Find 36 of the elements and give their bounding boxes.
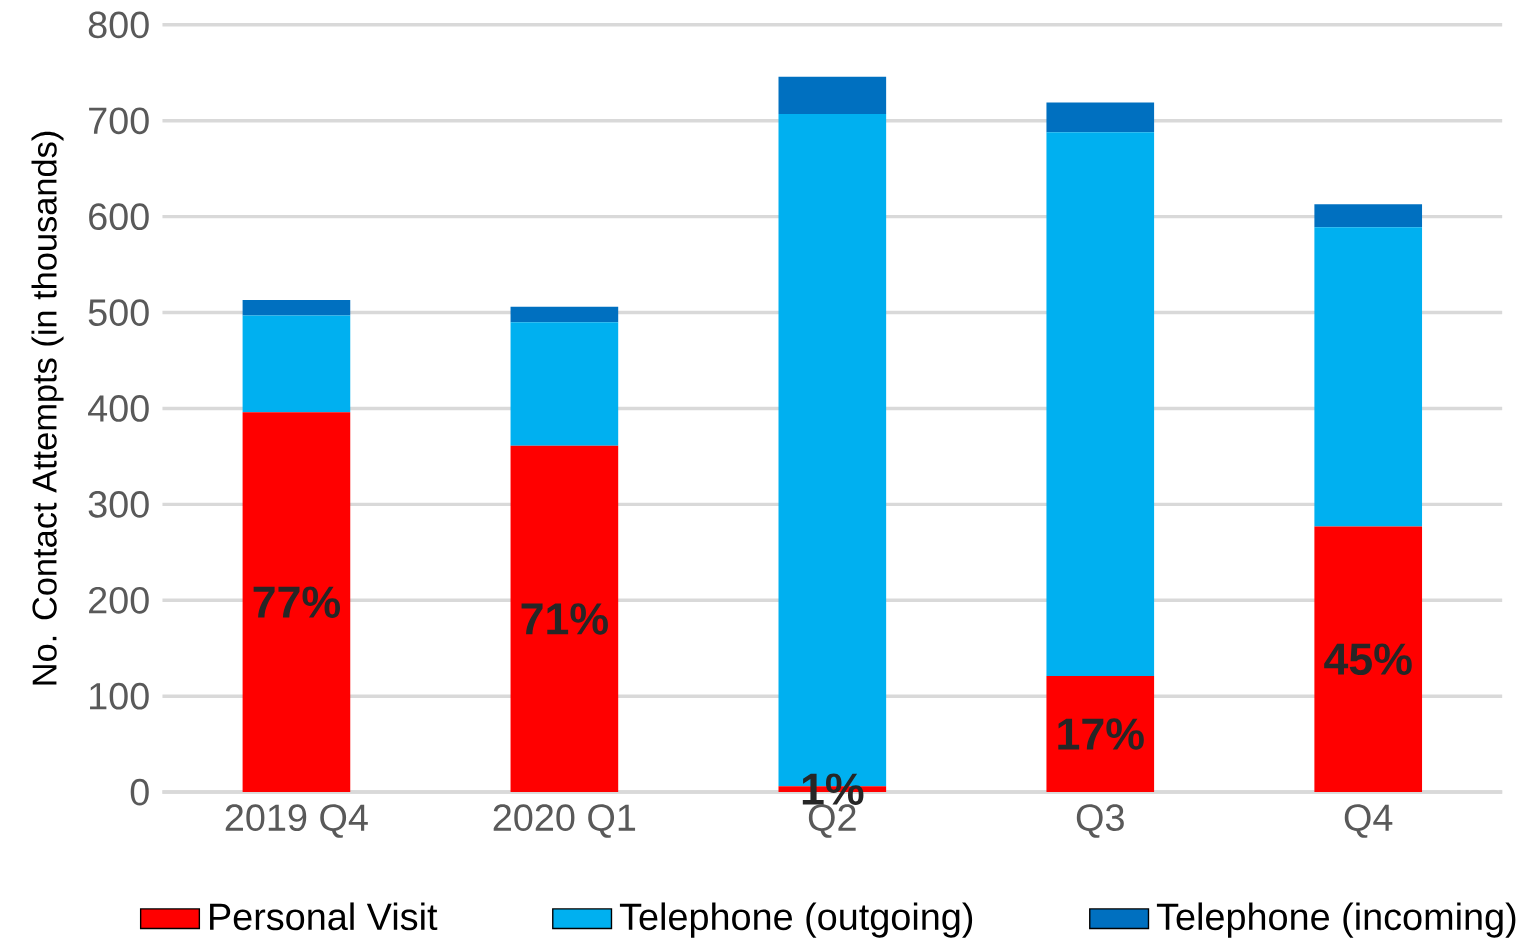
bar	[510, 322, 619, 446]
annotation: 1%	[802, 773, 864, 806]
bar	[510, 445, 619, 793]
bar	[242, 315, 351, 413]
annotation: 71%	[521, 603, 608, 635]
bar	[1046, 102, 1155, 133]
annotation: 45%	[1324, 643, 1412, 676]
annotation: 77%	[253, 586, 340, 619]
annotation: 17%	[1058, 718, 1144, 750]
x-tick-label: Q2	[808, 804, 856, 838]
bar	[242, 300, 351, 316]
bar	[778, 76, 887, 115]
legend-label: Telephone (incoming)	[1156, 902, 1516, 938]
x-tick-label: 2019 Q4	[225, 804, 368, 838]
y-axis-title: No. Contact Attempts (in thousands)	[31, 131, 64, 685]
bar	[1314, 227, 1423, 527]
y-tick-label: 600	[89, 203, 149, 231]
x-tick-label: 2020 Q1	[493, 804, 636, 838]
bar	[242, 412, 351, 793]
legend-label: Telephone (outgoing)	[619, 902, 973, 938]
bar	[1046, 132, 1155, 677]
y-tick-label: 300	[88, 491, 149, 518]
bar	[510, 306, 619, 323]
y-tick-label: 0	[130, 778, 149, 806]
bar	[1046, 676, 1155, 793]
bar	[1314, 526, 1423, 793]
legend-label: Personal Visit	[210, 902, 438, 931]
x-tick-label: Q3	[1076, 804, 1124, 838]
y-tick-label: 800	[88, 11, 149, 39]
bar	[1314, 204, 1423, 228]
y-tick-label: 500	[88, 299, 149, 327]
y-tick-label: 200	[89, 587, 149, 614]
x-tick-label: Q4	[1344, 804, 1393, 838]
y-tick-label: 700	[89, 107, 149, 135]
y-tick-label: 400	[88, 395, 149, 422]
y-tick-label: 100	[90, 682, 149, 710]
